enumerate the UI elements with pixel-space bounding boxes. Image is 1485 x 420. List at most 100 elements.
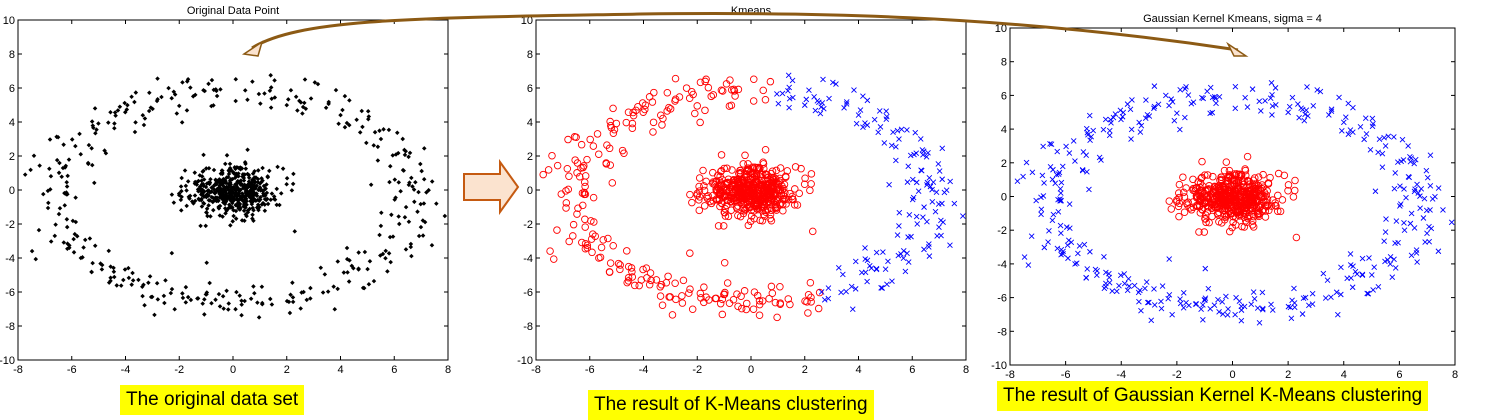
data-point [147,90,152,95]
data-point [761,145,770,154]
data-point [1086,112,1093,119]
data-point [224,288,229,294]
data-point [1040,143,1046,150]
data-point [711,180,719,189]
data-point [744,166,753,174]
data-point [365,266,370,272]
data-point [1050,166,1056,173]
series-1 [1165,152,1301,242]
data-point [1389,274,1396,281]
data-point [1333,289,1340,296]
data-point [1241,303,1248,310]
data-point [1257,108,1264,114]
data-point [259,202,265,207]
data-point [604,234,612,243]
data-point [1399,136,1406,143]
data-point [22,172,28,177]
data-point [587,235,596,243]
data-point [1259,170,1267,179]
data-point [287,310,293,316]
data-point [920,214,926,221]
data-point [1250,289,1257,295]
data-point [1285,109,1291,116]
data-point [1417,205,1423,212]
data-point [1175,193,1183,202]
data-point [960,213,966,219]
data-point [1079,166,1086,173]
data-point [1262,98,1268,104]
data-point [1372,188,1379,195]
data-point [917,136,924,142]
data-point [1256,203,1264,211]
data-point [709,91,718,99]
data-point [89,146,94,151]
data-point [1219,185,1227,194]
x-tick-label: 6 [909,364,915,376]
data-point [388,259,393,265]
data-point [1255,192,1263,201]
data-point [771,182,779,190]
data-point [883,108,890,115]
data-point [926,241,932,247]
data-point [727,101,736,110]
charts-layer: Original Data Point-8 -6 -4 -2 0 2 4 6 8-10-8-6-… [0,5,1458,381]
data-point [1209,109,1216,116]
x-tick-label: -4 [121,364,131,376]
data-point [718,295,727,304]
data-point [873,249,880,256]
data-point [1238,317,1245,324]
data-point [1209,172,1217,181]
data-point [786,300,794,309]
data-point [1175,189,1183,197]
data-point [260,301,265,307]
data-point [418,201,423,207]
data-point [1236,172,1244,180]
data-point [1039,172,1046,179]
data-point [1269,112,1275,118]
data-point [766,77,775,86]
data-point [121,277,126,283]
data-point [784,195,793,204]
data-point [1158,298,1164,305]
data-point [66,157,72,162]
data-point [295,108,300,113]
data-point [48,173,54,179]
data-point [82,237,88,243]
y-tick-label: -10 [517,355,533,367]
data-point [1106,132,1113,139]
data-point [876,108,883,114]
data-point [1168,96,1175,102]
chart-title: Original Data Point [187,5,279,17]
data-point [905,234,911,240]
data-point [841,104,847,111]
data-point [943,187,950,194]
data-point [1143,279,1150,285]
data-point [1221,185,1230,194]
block-arrow-right [463,158,520,216]
data-point [402,147,407,153]
data-point [1207,305,1214,312]
data-point [776,283,784,291]
data-point [884,281,890,288]
data-point [624,108,633,116]
data-point [1169,99,1176,105]
data-point [56,211,62,217]
data-point [1014,178,1021,185]
data-point [581,223,589,231]
data-point [924,218,930,225]
data-point [631,281,639,290]
data-point [893,157,899,164]
data-point [907,152,914,159]
data-point [749,97,758,105]
data-point [1209,188,1217,197]
data-point [578,189,587,197]
data-point [1426,223,1432,230]
data-point [1075,250,1081,257]
data-point [864,278,870,285]
x-tick-label: 8 [1452,369,1458,381]
data-point [1411,225,1418,231]
data-point [1291,300,1298,306]
data-point [1052,180,1059,187]
data-point [620,149,628,158]
data-point [930,179,937,186]
